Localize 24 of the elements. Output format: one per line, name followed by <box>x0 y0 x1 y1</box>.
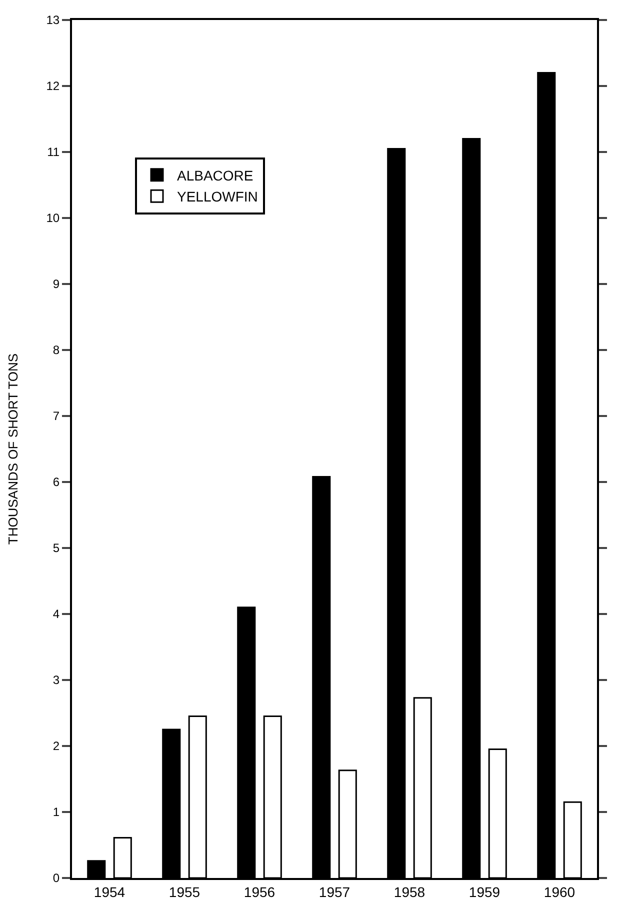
x-tick-label: 1956 <box>244 884 276 900</box>
y-tick-label: 5 <box>52 541 60 556</box>
y-tick-label: 7 <box>52 409 60 424</box>
legend-label: YELLOWFIN <box>177 188 258 205</box>
y-axis-title: THOUSANDS OF SHORT TONS <box>6 353 21 545</box>
y-tick-label: 6 <box>52 475 60 490</box>
y-tick-label: 3 <box>52 673 60 688</box>
legend-label: ALBACORE <box>177 167 254 184</box>
y-tick-label: 11 <box>47 145 60 160</box>
y-tick-label: 8 <box>52 343 60 358</box>
y-tick-label: 13 <box>46 13 60 28</box>
y-tick-label: 2 <box>52 739 60 754</box>
x-tick-label: 1960 <box>544 884 576 900</box>
x-tick-label: 1958 <box>394 884 426 900</box>
y-tick-label: 12 <box>46 79 60 94</box>
x-tick-label: 1959 <box>468 884 500 900</box>
x-tick-label: 1955 <box>168 884 200 900</box>
x-tick-label: 1957 <box>318 884 350 900</box>
y-tick-label: 1 <box>52 805 60 820</box>
y-tick-label: 9 <box>52 277 60 292</box>
y-tick-label: 4 <box>52 607 60 622</box>
y-tick-label: 0 <box>52 871 60 886</box>
y-tick-label: 10 <box>46 211 60 226</box>
x-tick-label: 1954 <box>94 884 126 900</box>
